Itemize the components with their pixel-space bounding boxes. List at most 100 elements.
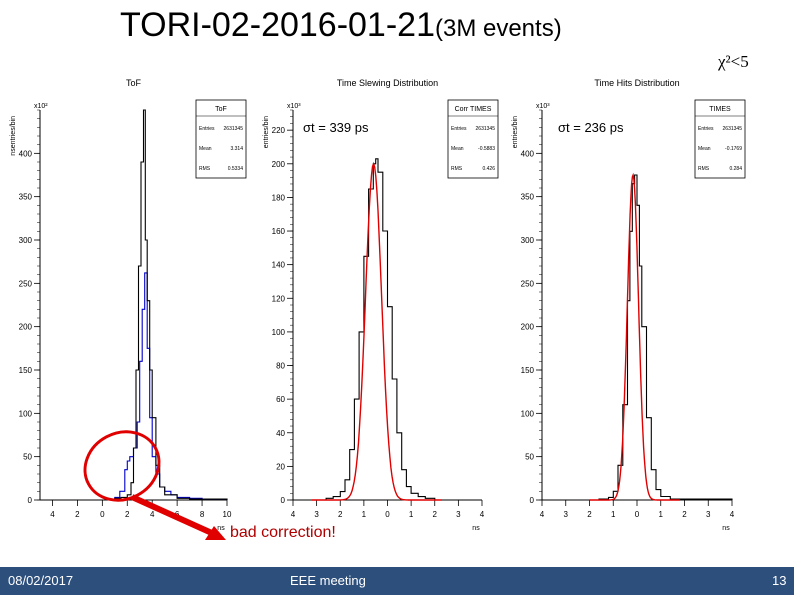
x-axis-label: ns xyxy=(472,525,480,532)
y-tick-label: 300 xyxy=(19,236,33,245)
y-tick-label: 400 xyxy=(521,149,535,158)
stats-name: TIMES xyxy=(709,106,731,113)
y-tick-label: 250 xyxy=(19,279,33,288)
series-line-1 xyxy=(40,109,228,501)
tof-histogram: ToF050100150200250300350400420246810nsns… xyxy=(10,78,247,532)
stats-box: ToF Entries 2631345 Mean 3.314 RMS 0.5334 xyxy=(195,99,247,179)
stats-name: ToF xyxy=(215,106,227,113)
tof-histogram-panel: ToF050100150200250300350400420246810nsns… xyxy=(0,70,247,540)
footer-meeting: EEE meeting xyxy=(290,573,366,588)
x-axis-label: ns xyxy=(722,525,730,532)
stats-key: RMS xyxy=(698,166,710,172)
y-tick-label: 400 xyxy=(19,149,33,158)
series-line-0 xyxy=(542,174,733,501)
sigma-label-slewing: σt = 339 ps xyxy=(303,120,369,135)
slewing-histogram-panel: Time Slewing Distribution 0 20 40 60 80 100 120… xyxy=(263,70,520,540)
y-multiplier: x10³ xyxy=(536,103,550,110)
stats-key: RMS xyxy=(451,166,463,172)
y-tick-label: 200 xyxy=(521,323,535,332)
bad-correction-arrow xyxy=(130,494,216,537)
y-tick-label: 60 xyxy=(276,395,285,404)
x-tick-label: 4 xyxy=(150,510,155,519)
series-line-1 xyxy=(589,172,680,501)
stats-value: 3.314 xyxy=(230,146,243,152)
series-line-0 xyxy=(293,158,482,501)
x-tick-label: 4 xyxy=(730,510,735,519)
y-tick-label: 0 xyxy=(281,496,286,505)
chart-title: Time Hits Distribution xyxy=(594,78,679,88)
x-tick-label: 0 xyxy=(635,510,640,519)
x-tick-label: 10 xyxy=(223,510,232,519)
footer-page: 13 xyxy=(772,573,787,588)
y-tick-label: 120 xyxy=(272,294,286,303)
x-tick-label: 4 xyxy=(50,510,55,519)
x-tick-label: 2 xyxy=(338,510,343,519)
y-tick-label: 150 xyxy=(19,366,33,375)
slewing-histogram: Time Slewing Distribution020406080100120… xyxy=(263,78,499,532)
stats-key: Entries xyxy=(698,126,714,132)
x-tick-label: 2 xyxy=(587,510,592,519)
title-sub: (3M events) xyxy=(434,15,562,42)
stats-key: Mean xyxy=(199,146,212,152)
y-tick-label: 250 xyxy=(521,279,535,288)
y-tick-label: 150 xyxy=(521,366,535,375)
stats-box-frame xyxy=(694,99,746,179)
stats-key: Mean xyxy=(698,146,711,152)
stats-value: 2631345 xyxy=(476,126,496,132)
x-tick-label: 1 xyxy=(611,510,616,519)
stats-name: Corr TIMES xyxy=(455,106,492,113)
stats-box: TIMES Entries 2631345 Mean -0.1769 RMS 0.284 xyxy=(694,99,746,179)
x-tick-label: 2 xyxy=(682,510,687,519)
x-tick-label: 3 xyxy=(706,510,711,519)
y-tick-label: 350 xyxy=(521,193,535,202)
y-tick-label: 0 xyxy=(530,496,535,505)
x-tick-label: 3 xyxy=(314,510,319,519)
y-tick-label: 350 xyxy=(19,193,33,202)
y-tick-label: 220 xyxy=(272,126,286,135)
y-axis-label: entries/bin xyxy=(263,116,270,148)
y-tick-label: 50 xyxy=(525,453,534,462)
hits-histogram: Time Hits Distribution050100150200250300… xyxy=(512,78,746,532)
y-multiplier: x10³ xyxy=(287,103,301,110)
x-tick-label: 4 xyxy=(480,510,485,519)
footer-bar: 08/02/2017 EEE meeting 13 xyxy=(0,567,794,595)
x-axis-label: ns xyxy=(217,525,225,532)
stats-box-frame xyxy=(195,99,247,179)
x-tick-label: 0 xyxy=(100,510,105,519)
stats-key: RMS xyxy=(199,166,211,172)
title-main: TORI-02-2016-01-21 xyxy=(120,6,435,44)
x-tick-label: 2 xyxy=(75,510,80,519)
y-tick-label: 300 xyxy=(521,236,535,245)
sigma-label-hits: σt = 236 ps xyxy=(558,120,624,135)
stats-value: -0.1769 xyxy=(725,146,742,152)
x-tick-label: 8 xyxy=(200,510,205,519)
y-tick-label: 160 xyxy=(272,227,286,236)
stats-value: 2631345 xyxy=(723,126,743,132)
bad-correction-annotation: bad correction! xyxy=(230,524,336,541)
x-tick-label: 2 xyxy=(125,510,130,519)
x-tick-label: 1 xyxy=(409,510,414,519)
stats-key: Entries xyxy=(199,126,215,132)
x-tick-label: 3 xyxy=(456,510,461,519)
chi-square-cut: χ²<5 xyxy=(718,52,749,71)
chart-title: Time Slewing Distribution xyxy=(337,78,438,88)
y-tick-label: 200 xyxy=(272,160,286,169)
stats-key: Mean xyxy=(451,146,464,152)
x-tick-label: 1 xyxy=(659,510,664,519)
series-line-1 xyxy=(311,161,442,501)
stats-value: 0.284 xyxy=(729,166,742,172)
y-tick-label: 80 xyxy=(276,362,285,371)
y-tick-label: 100 xyxy=(19,409,33,418)
stats-value: 0.426 xyxy=(482,166,495,172)
y-tick-label: 50 xyxy=(23,453,32,462)
y-tick-label: 100 xyxy=(521,409,535,418)
stats-value: 0.5334 xyxy=(228,166,244,172)
x-tick-label: 3 xyxy=(564,510,569,519)
x-tick-label: 1 xyxy=(362,510,367,519)
bad-correction-circle xyxy=(83,430,161,502)
x-tick-label: 0 xyxy=(385,510,390,519)
stats-value: 2631345 xyxy=(224,126,244,132)
y-tick-label: 180 xyxy=(272,193,286,202)
x-tick-label: 4 xyxy=(291,510,296,519)
y-axis-label: nsentries/bin xyxy=(10,116,17,156)
